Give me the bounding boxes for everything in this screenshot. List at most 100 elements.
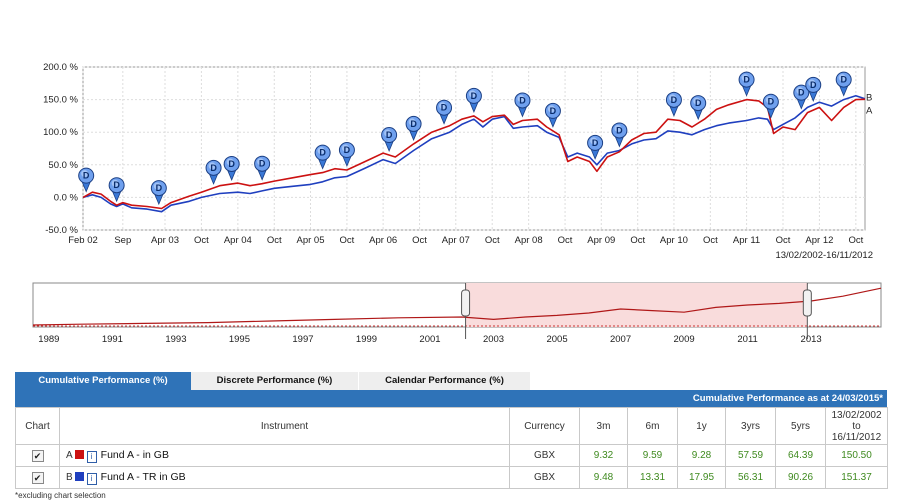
currency-cell: GBX <box>509 466 580 489</box>
currency-cell: GBX <box>509 444 580 467</box>
dividend-marker-icon[interactable]: D <box>150 180 167 206</box>
svg-text:D: D <box>210 163 217 173</box>
table-header-row: Chart Instrument Currency 3m 6m 1y 3yrs … <box>15 407 888 445</box>
range-handle-left[interactable] <box>461 289 471 317</box>
dividend-marker-icon[interactable]: D <box>465 87 482 113</box>
dividend-marker-icon[interactable]: D <box>587 134 604 160</box>
x-tick-label: Apr 07 <box>442 235 470 246</box>
svg-text:D: D <box>156 183 163 193</box>
navigator-body[interactable] <box>32 282 882 339</box>
header-3m: 3m <box>579 407 628 445</box>
dividend-marker-icon[interactable]: D <box>314 144 331 170</box>
y-tick-label: 200.0 % <box>43 62 78 73</box>
range-handle-right[interactable] <box>802 289 812 317</box>
x-tick-label: Apr 10 <box>660 235 688 246</box>
dividend-marker-icon[interactable]: D <box>544 102 561 128</box>
header-chart: Chart <box>15 407 60 445</box>
x-tick-label: Apr 12 <box>805 235 833 246</box>
dividend-marker-icon[interactable]: D <box>405 115 422 141</box>
dividend-marker-icon[interactable]: D <box>108 177 125 203</box>
value-3yrs: 57.59 <box>725 444 776 467</box>
chart-checkbox-a[interactable]: ✔ <box>31 449 44 462</box>
dividend-marker-icon[interactable]: D <box>690 95 707 121</box>
svg-text:D: D <box>319 148 326 158</box>
instrument-name[interactable]: Fund A - TR in GB <box>100 470 186 483</box>
dividend-marker-icon[interactable]: D <box>611 122 628 148</box>
chart-checkbox-b[interactable]: ✔ <box>31 471 44 484</box>
dividend-marker-icon[interactable]: D <box>514 92 531 118</box>
value-1y: 17.95 <box>677 466 726 489</box>
dividend-marker-icon[interactable]: D <box>762 93 779 119</box>
dividend-marker-icon[interactable]: D <box>436 99 453 125</box>
series-line-a <box>82 98 866 210</box>
series-color-swatch <box>74 471 84 481</box>
svg-text:D: D <box>768 97 775 107</box>
dividend-marker-icon[interactable]: D <box>338 142 355 168</box>
header-custom-period: 13/02/2002 to 16/11/2012 <box>825 407 888 445</box>
dividend-marker-icon[interactable]: D <box>835 71 852 97</box>
footnote: *excluding chart selection <box>15 491 106 500</box>
svg-text:D: D <box>616 125 623 135</box>
y-tick-label: 50.0 % <box>48 160 78 171</box>
y-tick-label: 150.0 % <box>43 95 78 106</box>
svg-text:D: D <box>386 130 393 140</box>
y-tick-label: 100.0 % <box>43 127 78 138</box>
header-6m: 6m <box>627 407 678 445</box>
x-tick-label: Apr 03 <box>151 235 179 246</box>
series-end-labels: BA <box>866 93 873 117</box>
value-6m: 13.31 <box>627 466 678 489</box>
dividend-marker-icon[interactable]: D <box>205 159 222 185</box>
x-tick-label: Feb 02 <box>68 235 98 246</box>
value-custom-period: 150.50 <box>825 444 888 467</box>
svg-text:D: D <box>550 106 557 116</box>
navigator-year-ticks: 1989 1991 1993 1995 1997 1999 2001 2003 2005 2007… <box>38 334 821 345</box>
x-tick-label: Oct <box>485 235 500 246</box>
info-icon[interactable]: i <box>86 450 97 463</box>
tab-cumulative-performance[interactable]: Cumulative Performance (%) <box>15 372 191 390</box>
value-3m: 9.48 <box>579 466 628 489</box>
dividend-marker-icon[interactable]: D <box>381 126 398 153</box>
svg-text:D: D <box>592 138 599 148</box>
svg-text:D: D <box>519 95 526 105</box>
navigator-year-label: 1989 <box>38 334 59 345</box>
info-icon[interactable]: i <box>86 472 97 485</box>
dividend-marker-icon[interactable]: D <box>254 155 271 181</box>
instrument-name[interactable]: Fund A - in GB <box>100 448 169 461</box>
svg-text:D: D <box>259 159 266 169</box>
navigator-year-label: 1991 <box>102 334 123 345</box>
series-line-b <box>82 94 866 213</box>
chart-series <box>82 94 866 213</box>
svg-text:D: D <box>410 119 417 129</box>
performance-banner: Cumulative Performance as at 24/03/2015* <box>15 390 887 407</box>
series-letter: B <box>66 471 73 483</box>
navigator-year-label: 1995 <box>229 334 250 345</box>
dividend-marker-icon[interactable]: D <box>738 71 755 97</box>
svg-text:D: D <box>441 103 448 113</box>
range-navigator[interactable]: 1989 1991 1993 1995 1997 1999 2001 2003 2005 2007… <box>0 280 900 350</box>
series-end-label-a: A <box>866 105 873 116</box>
main-performance-chart[interactable]: 200.0 %150.0 %100.0 %50.0 %0.0 %-50.0 % … <box>0 55 900 265</box>
performance-table: Chart Instrument Currency 3m 6m 1y 3yrs … <box>15 407 888 489</box>
navigator-year-label: 2003 <box>483 334 504 345</box>
dividend-marker-icon[interactable]: D <box>78 167 95 193</box>
tab-discrete-performance[interactable]: Discrete Performance (%) <box>191 372 359 390</box>
svg-text:D: D <box>743 75 750 85</box>
dividend-marker-icon[interactable]: D <box>223 155 240 181</box>
series-end-label-b: B <box>866 93 872 104</box>
value-custom-period: 151.37 <box>825 466 888 489</box>
value-3yrs: 56.31 <box>725 466 776 489</box>
value-5yrs: 90.26 <box>775 466 826 489</box>
x-tick-label: Oct <box>776 235 791 246</box>
x-tick-label: Oct <box>558 235 573 246</box>
tab-calendar-performance[interactable]: Calendar Performance (%) <box>359 372 531 390</box>
series-color-swatch <box>74 449 84 459</box>
header-5yrs: 5yrs <box>775 407 826 445</box>
dividend-marker-icon[interactable]: D <box>805 76 822 102</box>
dividend-marker-icon[interactable]: D <box>665 91 682 117</box>
x-tick-label: Oct <box>848 235 863 246</box>
dividend-marker-icon[interactable]: D <box>793 84 810 110</box>
svg-text:D: D <box>471 91 478 101</box>
